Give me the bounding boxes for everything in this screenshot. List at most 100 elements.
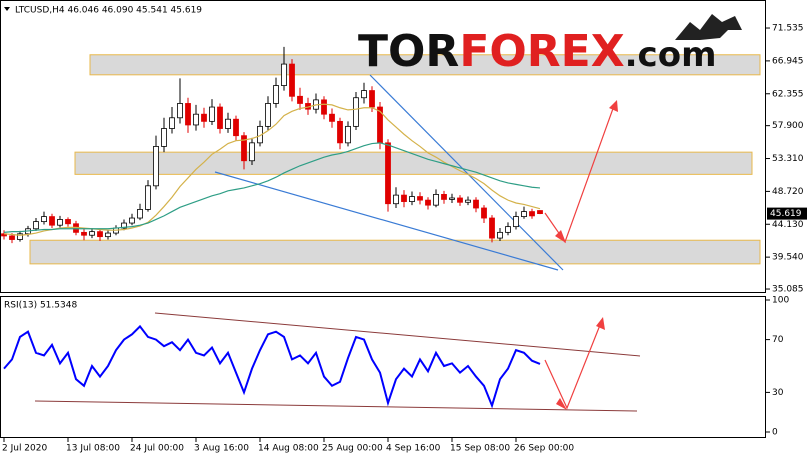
y-tick-label: 71.535: [772, 24, 804, 34]
candle-body: [529, 211, 535, 217]
candle-body: [369, 90, 375, 108]
logo-part: TORFOREX.com: [358, 26, 717, 77]
last-price-label: 45.619: [770, 209, 802, 219]
candle-body: [353, 97, 359, 127]
rsi-line: [3, 324, 541, 409]
candle-body: [273, 85, 279, 104]
candle-body: [217, 106, 223, 129]
candle-body: [289, 63, 295, 97]
zone: [74, 151, 753, 175]
logo: TORFOREX.com: [358, 14, 742, 77]
candle-body: [201, 113, 207, 122]
candle-body: [457, 197, 463, 203]
candle-body: [385, 142, 391, 205]
y-tick-label: 70: [772, 335, 784, 345]
x-tick-label: 3 Aug 16:00: [194, 444, 249, 454]
candle-body: [121, 222, 127, 229]
candle-body: [489, 217, 495, 239]
candle-body: [33, 221, 39, 230]
dropdown-icon: [4, 7, 10, 11]
candle-body: [441, 194, 447, 200]
logo-tor: TOR: [358, 26, 459, 77]
bull-icon: [675, 14, 742, 40]
candle-body: [233, 118, 239, 137]
series: [1, 46, 543, 409]
x-tick-label: 15 Sep 08:00: [450, 444, 510, 454]
candle-body: [185, 103, 191, 126]
candle-body: [505, 226, 511, 233]
candle-body: [417, 196, 423, 201]
y-tick-label: 66.945: [772, 56, 804, 66]
candle-body: [329, 113, 335, 122]
rsi-trendline: [34, 400, 638, 412]
candle-body: [241, 135, 247, 162]
candle-body: [409, 196, 415, 202]
chart-title: LTCUSD,H4 46.046 46.090 45.541 45.619: [15, 6, 202, 16]
x-tick-label: 24 Jul 00:00: [130, 444, 184, 454]
trendline: [369, 74, 564, 271]
y-tick-label: 30: [772, 388, 784, 398]
y-tick-label: 0: [772, 428, 778, 438]
candle-body: [49, 216, 55, 226]
x-tick-label: 2 Jul 2020: [2, 444, 47, 454]
price-panel-frame: [0, 0, 766, 293]
candle-body: [465, 199, 471, 203]
candle-body: [321, 99, 327, 115]
candle-body: [65, 219, 71, 225]
candle-body: [393, 194, 399, 205]
candle-body: [497, 231, 503, 239]
zone: [29, 239, 761, 265]
candle-body: [209, 106, 215, 122]
logo-forex: FOREX: [459, 26, 624, 77]
candle-body: [177, 103, 183, 119]
candle-body: [473, 199, 479, 209]
candle-body: [249, 142, 255, 162]
candle-body: [265, 103, 271, 127]
candle-body: [401, 194, 407, 202]
rsi-panel-frame: [0, 296, 766, 438]
x-tick-label: 4 Sep 16:00: [386, 444, 441, 454]
candle-body: [137, 209, 143, 219]
y-tick-label: 100: [772, 296, 789, 306]
candle-body: [17, 233, 23, 240]
y-tick-label: 62.355: [772, 89, 804, 99]
candle-body: [345, 125, 351, 144]
candle-body: [537, 210, 543, 215]
trendlines: [34, 74, 641, 412]
candle-body: [161, 128, 167, 147]
candle-body: [105, 232, 111, 238]
x-tick-label: 13 Jul 08:00: [66, 444, 120, 454]
candle-body: [281, 63, 287, 86]
x-tick-label: 14 Aug 08:00: [258, 444, 319, 454]
candle-body: [433, 194, 439, 206]
trendline: [214, 171, 559, 271]
candle-body: [361, 90, 367, 99]
x-tick-label: 25 Aug 00:00: [322, 444, 383, 454]
y-tick-label: 57.900: [772, 121, 804, 131]
y-tick-label: 39.540: [772, 253, 804, 263]
rsi-title: RSI(13) 51.5348: [4, 301, 77, 311]
forecast-arrow: [544, 319, 603, 410]
y-tick-label: 44.130: [772, 220, 804, 230]
candle-body: [81, 231, 87, 236]
zone: [89, 54, 761, 76]
candle-body: [425, 199, 431, 206]
candle-body: [9, 235, 15, 240]
last-price-box: [767, 207, 807, 220]
moving-average: [3, 142, 541, 233]
arrow-head: [556, 317, 605, 410]
candle-body: [97, 231, 103, 238]
candle-body: [513, 216, 519, 228]
candle-body: [337, 120, 343, 144]
candle-body: [169, 117, 175, 129]
forecast-arrows: [544, 100, 618, 410]
y-tick-label: 53.310: [772, 154, 804, 164]
candle-body: [297, 95, 303, 104]
candle-body: [481, 207, 487, 219]
rsi-trendline: [154, 312, 641, 357]
candle-body: [153, 146, 159, 187]
y-tick-label: 48.720: [772, 187, 804, 197]
candle-body: [89, 231, 95, 236]
